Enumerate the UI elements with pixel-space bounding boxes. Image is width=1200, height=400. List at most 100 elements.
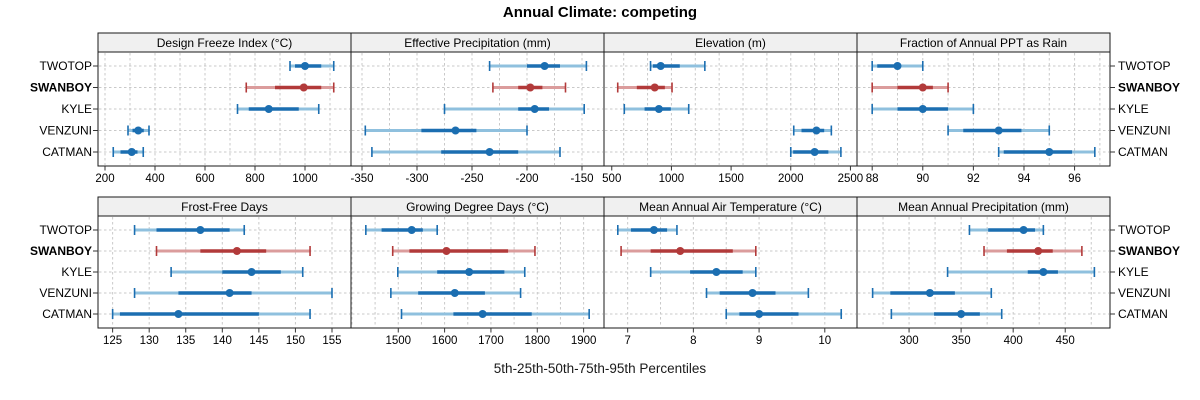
axis-tick-label: -200 (515, 173, 538, 185)
axis-tick-label: -150 (570, 173, 593, 185)
median-dot (893, 62, 902, 70)
axis-tick-label: 1000 (659, 173, 685, 185)
percentiles-caption: 5th-25th-50th-75th-95th Percentiles (493, 361, 707, 376)
station-label-right-venzuni: VENZUNI (1118, 286, 1171, 300)
axis-tick-label: 88 (866, 173, 879, 185)
axis-tick-label: 1800 (524, 335, 550, 347)
median-dot (650, 83, 659, 92)
axis-tick-label: 1500 (718, 173, 744, 185)
median-dot (918, 83, 927, 92)
axis-tick-label: 500 (602, 173, 621, 185)
station-label-left-kyle: KYLE (61, 265, 92, 279)
errorbar-kyle (946, 267, 1096, 277)
errorbar-catman (890, 309, 1003, 319)
median-dot (196, 226, 205, 234)
axis-tick-label: 7 (624, 335, 630, 347)
axis-tick-label: 1000 (292, 173, 318, 185)
errorbar-catman (111, 309, 311, 319)
errorbar-venzuni (947, 125, 1051, 136)
axis-tick-label: 1700 (478, 335, 504, 347)
station-label-left-swanboy: SWANBOY (30, 244, 92, 258)
median-dot (656, 62, 665, 70)
axis-tick-label: 135 (176, 335, 195, 347)
station-label-left-twotop: TWOTOP (40, 59, 92, 73)
errorbar-venzuni (871, 288, 993, 298)
median-dot (485, 148, 494, 156)
panel-elevation-m: Elevation (m) 500 1000 1500 2000 2500 (602, 32, 864, 185)
errorbar-swanboy (983, 246, 1083, 256)
median-dot (925, 289, 934, 297)
median-dot (232, 247, 241, 255)
axis-tick-label: 145 (249, 335, 268, 347)
median-dot (676, 247, 685, 255)
axis-tick-label: 2500 (838, 173, 864, 185)
axis-tick-label: 350 (952, 335, 971, 347)
axis-tick-label: 400 (1004, 335, 1023, 347)
errorbar-kyle (623, 104, 690, 114)
axis-tick-label: 125 (103, 335, 122, 347)
station-label-left-swanboy: SWANBOY (30, 81, 92, 95)
median-dot (134, 126, 143, 135)
station-label-right-swanboy: SWANBOY (1118, 244, 1180, 258)
station-label-left-catman: CATMAN (42, 307, 92, 321)
axis-tick-label: 140 (213, 335, 232, 347)
panel-effective-precipitation-mm: Effective Precipitation (mm) -350 -300 -250… (350, 32, 605, 185)
panel-mean-annual-precipitation-mm: Mean Annual Precipitation (mm) 300 350 400 4… (856, 196, 1111, 347)
axis-tick-label: 1600 (432, 335, 458, 347)
station-label-right-kyle: KYLE (1118, 102, 1149, 116)
axis-tick-label: 1900 (571, 335, 597, 347)
axis-tick-label: -250 (460, 173, 483, 185)
median-dot (465, 268, 474, 276)
median-dot (526, 83, 535, 92)
panel-mean-annual-air-temperature-c: Mean Annual Air Temperature (°C) 7 8 9 10 (603, 196, 858, 347)
median-dot (225, 289, 234, 297)
axis-tick-label: 600 (195, 173, 214, 185)
median-dot (810, 148, 819, 156)
median-dot (957, 310, 966, 318)
errorbar-twotop (133, 225, 246, 235)
errorbar-venzuni (127, 125, 150, 136)
errorbar-swanboy (391, 246, 536, 256)
errorbar-kyle (649, 267, 757, 277)
median-dot (450, 289, 459, 297)
median-dot (712, 268, 721, 276)
errorbar-venzuni (705, 288, 810, 298)
panel-fraction-of-annual-ppt-as-rain: Fraction of Annual PPT as Rain 88 90 92 94 96 (856, 32, 1111, 185)
median-dot (530, 105, 539, 113)
station-label-left-venzuni: VENZUNI (39, 124, 92, 138)
errorbar-twotop (289, 61, 335, 71)
panel-strip-title: Mean Annual Air Temperature (°C) (639, 200, 822, 214)
errorbar-venzuni (792, 125, 833, 136)
median-dot (174, 310, 183, 318)
station-label-right-catman: CATMAN (1118, 307, 1168, 321)
errorbar-kyle (236, 104, 320, 114)
axis-tick-label: 10 (818, 335, 831, 347)
station-label-right-catman: CATMAN (1118, 145, 1168, 159)
errorbar-kyle (443, 104, 586, 114)
median-dot (299, 83, 308, 92)
panel-strip (856, 32, 1111, 53)
station-label-right-twotop: TWOTOP (1118, 59, 1170, 73)
axis-tick-label: 150 (286, 335, 305, 347)
axis-tick-label: 130 (140, 335, 159, 347)
axis-tick-label: 1500 (385, 335, 411, 347)
errorbar-kyle (871, 104, 975, 114)
axis-tick-label: 92 (967, 173, 980, 185)
median-dot (1039, 268, 1048, 276)
panel-strip-title: Fraction of Annual PPT as Rain (900, 36, 1067, 50)
errorbar-swanboy (492, 82, 567, 93)
panel-strip-title: Effective Precipitation (mm) (404, 36, 551, 50)
axis-tick-label: 90 (916, 173, 929, 185)
errorbar-swanboy (871, 82, 949, 93)
median-dot (994, 126, 1003, 135)
errorbar-venzuni (133, 288, 333, 298)
axis-tick-label: 300 (899, 335, 918, 347)
errorbar-catman (725, 309, 843, 319)
median-dot (247, 268, 256, 276)
median-dot (478, 310, 487, 318)
panel-design-freeze-index-c: Design Freeze Index (°C) 200 400 600 800 1000 (95, 32, 352, 185)
station-label-left-twotop: TWOTOP (40, 223, 92, 237)
median-dot (812, 126, 821, 135)
median-dot (748, 289, 757, 297)
